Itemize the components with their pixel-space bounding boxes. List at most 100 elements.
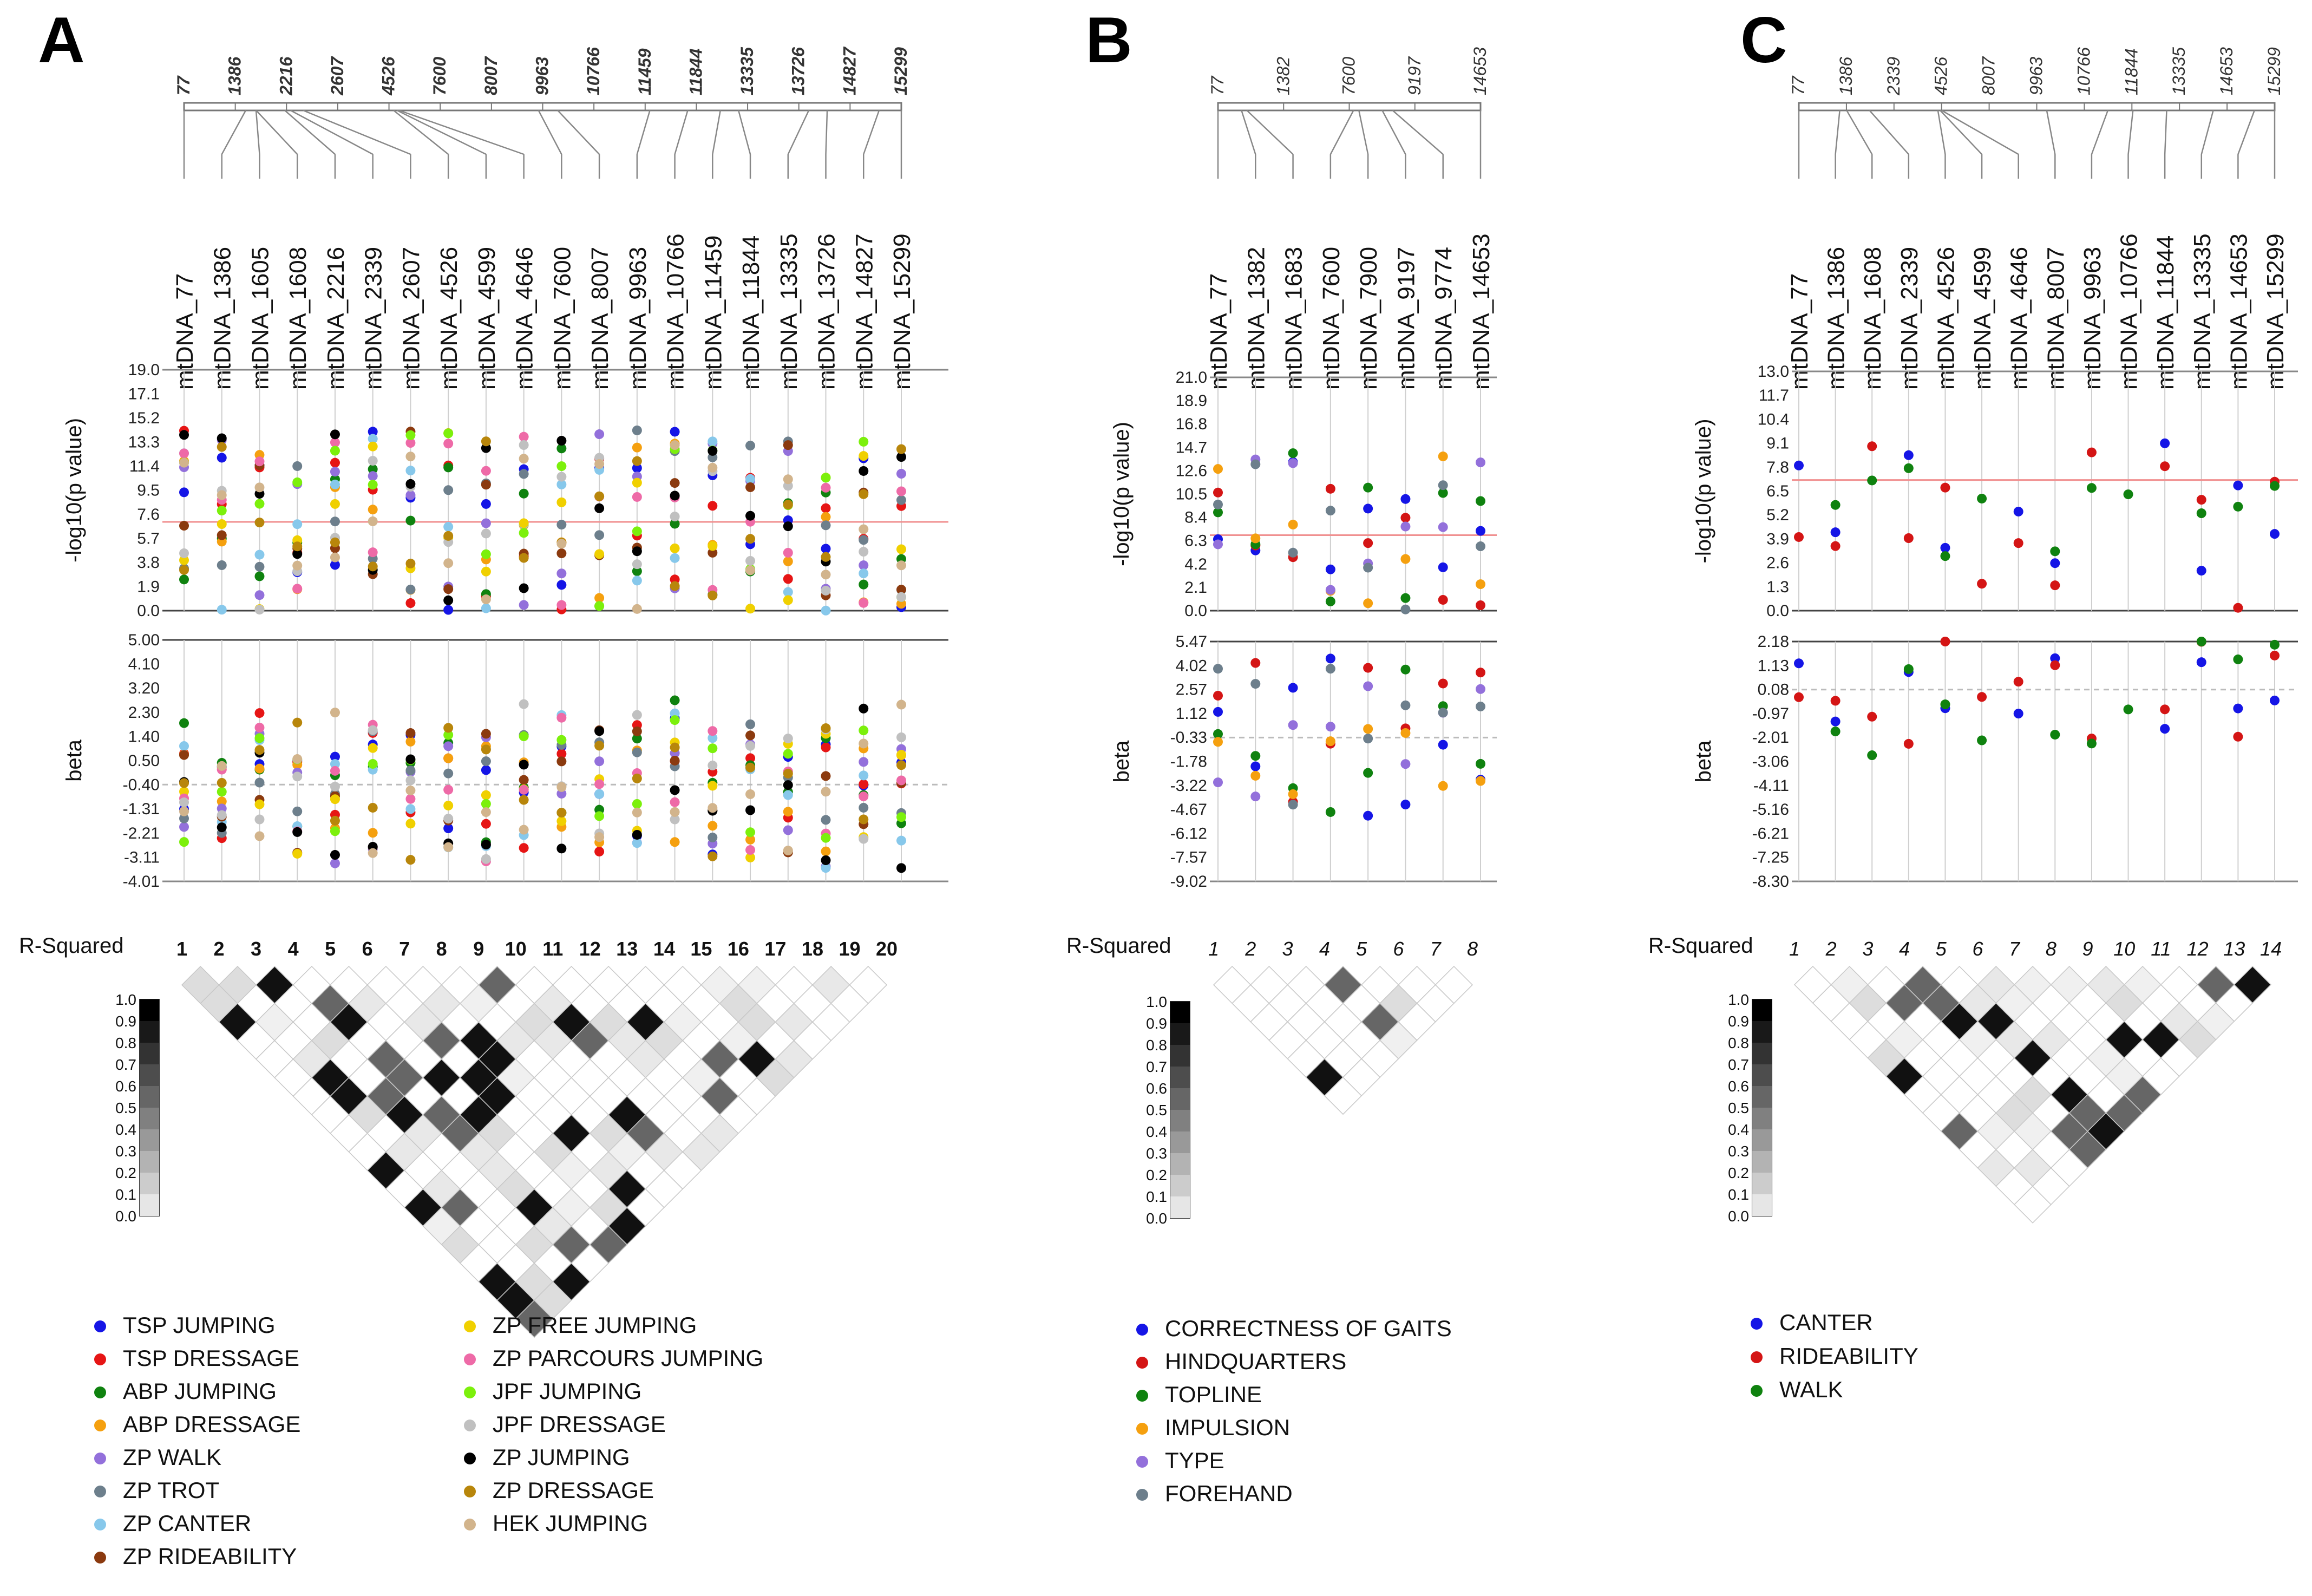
snp-name: mtDNA_4646 (2006, 247, 2033, 390)
beta-point (330, 781, 340, 792)
r-squared-scale-tick: 0.5 (1146, 1102, 1167, 1118)
pval-tick-label: 5.7 (137, 530, 160, 548)
pval-point (859, 579, 869, 590)
snp-name: mtDNA_11844 (2152, 236, 2179, 390)
pval-point (443, 485, 454, 495)
pval-point (821, 585, 831, 596)
pval-point (2233, 501, 2243, 512)
beta-point (368, 802, 378, 813)
snp-name: mtDNA_13335 (776, 233, 802, 390)
beta-point (1794, 692, 1804, 702)
pval-tick-label: 8.4 (1184, 509, 1207, 527)
beta-point (821, 833, 831, 843)
pval-point (670, 427, 680, 437)
pval-point (405, 515, 416, 526)
pval-point (292, 549, 303, 559)
pval-point (179, 448, 189, 459)
pval-point (1903, 450, 1914, 460)
pval-point (783, 574, 793, 584)
map-position-label: 77 (1789, 75, 1808, 95)
ld-snp-number: 1 (176, 938, 187, 960)
beta-point (708, 733, 718, 743)
pval-tick-label: 16.8 (1176, 415, 1207, 433)
ld-snp-number: 2 (1825, 938, 1837, 960)
beta-point (443, 723, 454, 733)
snp-name: mtDNA_10766 (663, 233, 689, 390)
ld-snp-number: 7 (2009, 938, 2021, 960)
legend-marker (1751, 1318, 1763, 1330)
legend-label: JPF DRESSAGE (493, 1411, 666, 1437)
pval-point (632, 566, 642, 577)
beta-point (368, 848, 378, 858)
pval-point (1794, 460, 1804, 470)
beta-point (1250, 679, 1261, 689)
beta-point (2123, 704, 2133, 715)
pval-point (292, 461, 303, 471)
map-connector (1246, 110, 1294, 155)
pval-point (405, 558, 416, 568)
beta-point (896, 812, 906, 822)
r-squared-scale-tick: 0.6 (1146, 1080, 1167, 1097)
beta-point (1325, 664, 1335, 674)
pval-point (481, 594, 491, 605)
beta-point (632, 838, 642, 848)
ld-snp-number: 14 (653, 938, 675, 960)
pval-point (1288, 519, 1298, 529)
beta-point (1438, 678, 1448, 689)
pval-point (330, 499, 340, 509)
pval-point (2086, 447, 2097, 457)
pval-point (1288, 448, 1298, 459)
beta-point (1438, 708, 1448, 718)
pval-tick-label: 10.5 (1176, 486, 1207, 503)
pval-point (670, 478, 680, 488)
pval-point (670, 543, 680, 553)
pval-point (896, 452, 906, 462)
beta-point (745, 845, 756, 855)
pval-point (1476, 496, 1485, 506)
legend-label: RIDEABILITY (1779, 1343, 1918, 1369)
map-connector (1941, 109, 2019, 155)
ld-snp-number: 2 (1245, 938, 1256, 960)
beta-point (2270, 650, 2280, 660)
pval-tick-label: 4.2 (1184, 555, 1207, 573)
legend-label: JPF JUMPING (493, 1378, 641, 1404)
pval-point (1363, 503, 1373, 514)
ld-snp-number: 1 (1208, 938, 1219, 960)
beta-tick-label: -1.78 (1170, 753, 1207, 771)
pval-point (783, 547, 793, 558)
beta-point (481, 854, 491, 864)
snp-name: mtDNA_4526 (1933, 247, 1959, 390)
pval-axis-label: -log10(p value) (1110, 422, 1134, 566)
pval-point (179, 548, 189, 558)
pval-point (217, 453, 227, 463)
beta-point (896, 760, 906, 770)
r-squared-scale-segment (1170, 1110, 1190, 1131)
beta-point (2050, 660, 2060, 670)
pval-point (859, 535, 869, 545)
pval-point (1400, 494, 1411, 504)
beta-tick-label: 4.10 (128, 656, 160, 673)
beta-point (1794, 658, 1804, 669)
map-position-label: 14827 (840, 46, 859, 95)
pval-point (632, 559, 642, 570)
beta-tick-label: 3.20 (128, 679, 160, 697)
ld-snp-number: 14 (2260, 938, 2282, 960)
pval-point (745, 555, 756, 566)
map-connector (1241, 110, 1256, 155)
beta-point (1400, 700, 1411, 710)
beta-tick-label: -5.16 (1752, 801, 1789, 819)
pval-point (783, 474, 793, 485)
beta-point (2270, 639, 2280, 650)
beta-tick-label: -7.25 (1752, 849, 1789, 867)
pval-point (745, 482, 756, 492)
pval-point (481, 518, 491, 528)
beta-point (405, 775, 416, 786)
snp-name: mtDNA_8007 (587, 247, 613, 390)
pval-point (2050, 546, 2060, 557)
pval-point (2050, 558, 2060, 568)
beta-point (1250, 751, 1261, 761)
pval-point (1476, 457, 1485, 468)
ld-snp-number: 6 (1972, 938, 1983, 960)
beta-point (821, 723, 831, 734)
beta-point (1400, 800, 1411, 810)
